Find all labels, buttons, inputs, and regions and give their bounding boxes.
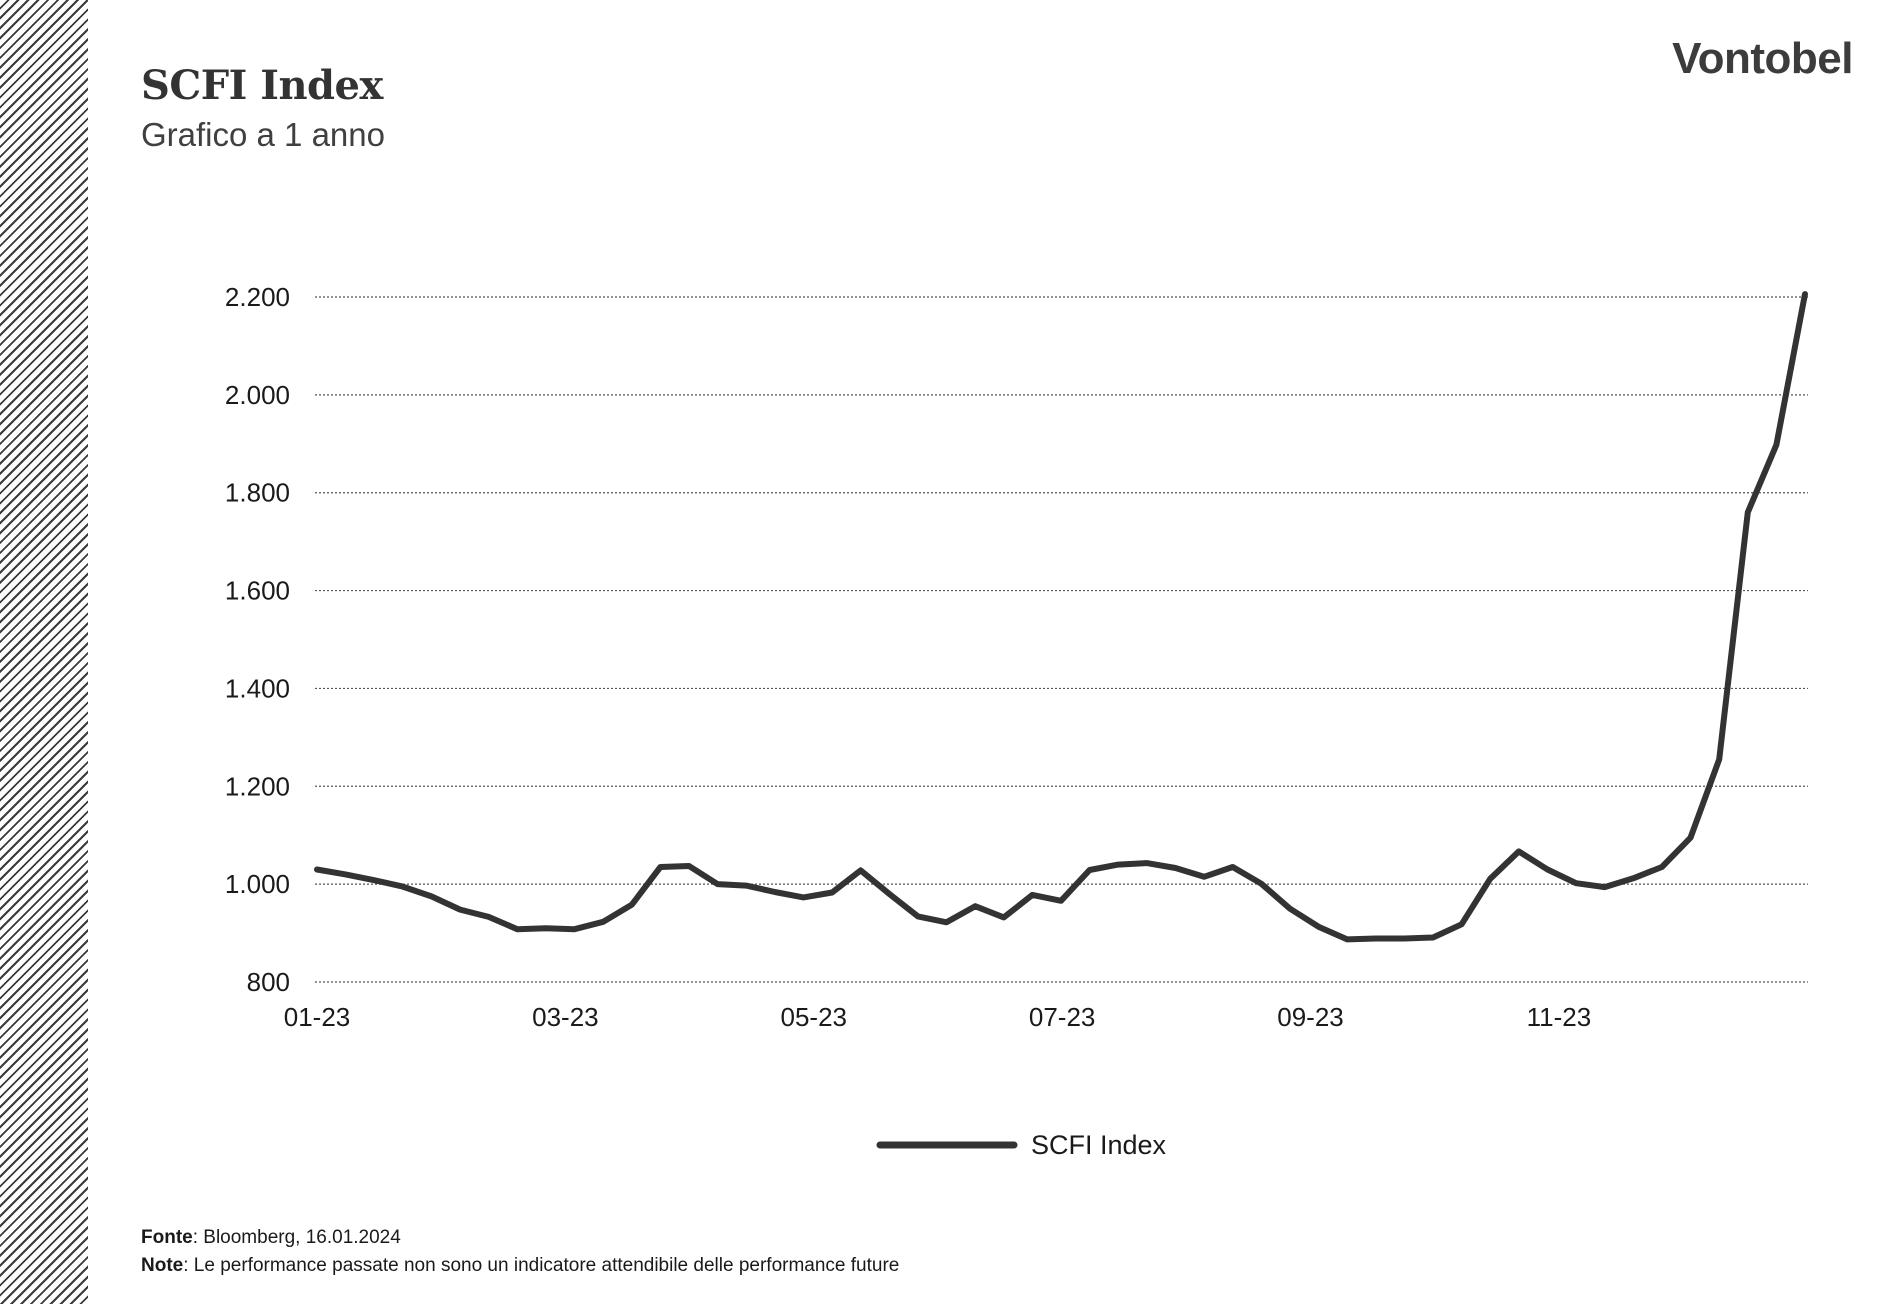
- legend: SCFI Index: [876, 1130, 1167, 1160]
- hatched-side-stripe: [0, 0, 88, 1304]
- chart-subtitle: Grafico a 1 anno: [141, 116, 385, 153]
- x-tick-label: 07-23: [1029, 1002, 1096, 1032]
- scfi-index-line: [314, 291, 1808, 943]
- source-label: Fonte: [141, 1227, 193, 1248]
- y-tick-label: 1.400: [225, 673, 290, 703]
- x-tick-label: 01-23: [284, 1002, 351, 1032]
- source-text: : Bloomberg, 16.01.2024: [192, 1227, 401, 1248]
- footnotes: Fonte: Bloomberg, 16.01.2024 Note: Le pe…: [141, 1224, 899, 1280]
- y-tick-label: 800: [247, 967, 290, 997]
- x-tick-label: 03-23: [532, 1002, 599, 1032]
- note-text: : Le performance passate non sono un ind…: [183, 1255, 900, 1276]
- y-axis-ticks: 800 1.000 1.200 1.400 1.600 1.800 2.000 2.200: [225, 282, 290, 997]
- y-tick-label: 2.000: [225, 380, 290, 410]
- y-tick-label: 1.000: [225, 869, 290, 899]
- x-tick-label: 11-23: [1527, 1002, 1592, 1032]
- x-axis-ticks: 01-23 03-23 05-23 07-23 09-23 11-23: [284, 1002, 1591, 1032]
- y-tick-label: 2.200: [225, 282, 290, 312]
- chart-title: SCFI Index: [141, 62, 383, 109]
- note-line: Note: Le performance passate non sono un…: [141, 1252, 899, 1280]
- source-line: Fonte: Bloomberg, 16.01.2024: [141, 1224, 899, 1252]
- y-tick-label: 1.800: [225, 478, 290, 508]
- note-label: Note: [141, 1255, 184, 1276]
- x-tick-label: 05-23: [781, 1002, 848, 1032]
- grid-lines: [315, 296, 1808, 983]
- legend-label: SCFI Index: [1031, 1130, 1167, 1160]
- y-tick-label: 1.200: [225, 771, 290, 801]
- x-tick-label: 09-23: [1277, 1002, 1344, 1032]
- brand-logo: Vontobel: [1672, 34, 1853, 83]
- series-layer: [314, 291, 1808, 943]
- y-tick-label: 1.600: [225, 576, 290, 606]
